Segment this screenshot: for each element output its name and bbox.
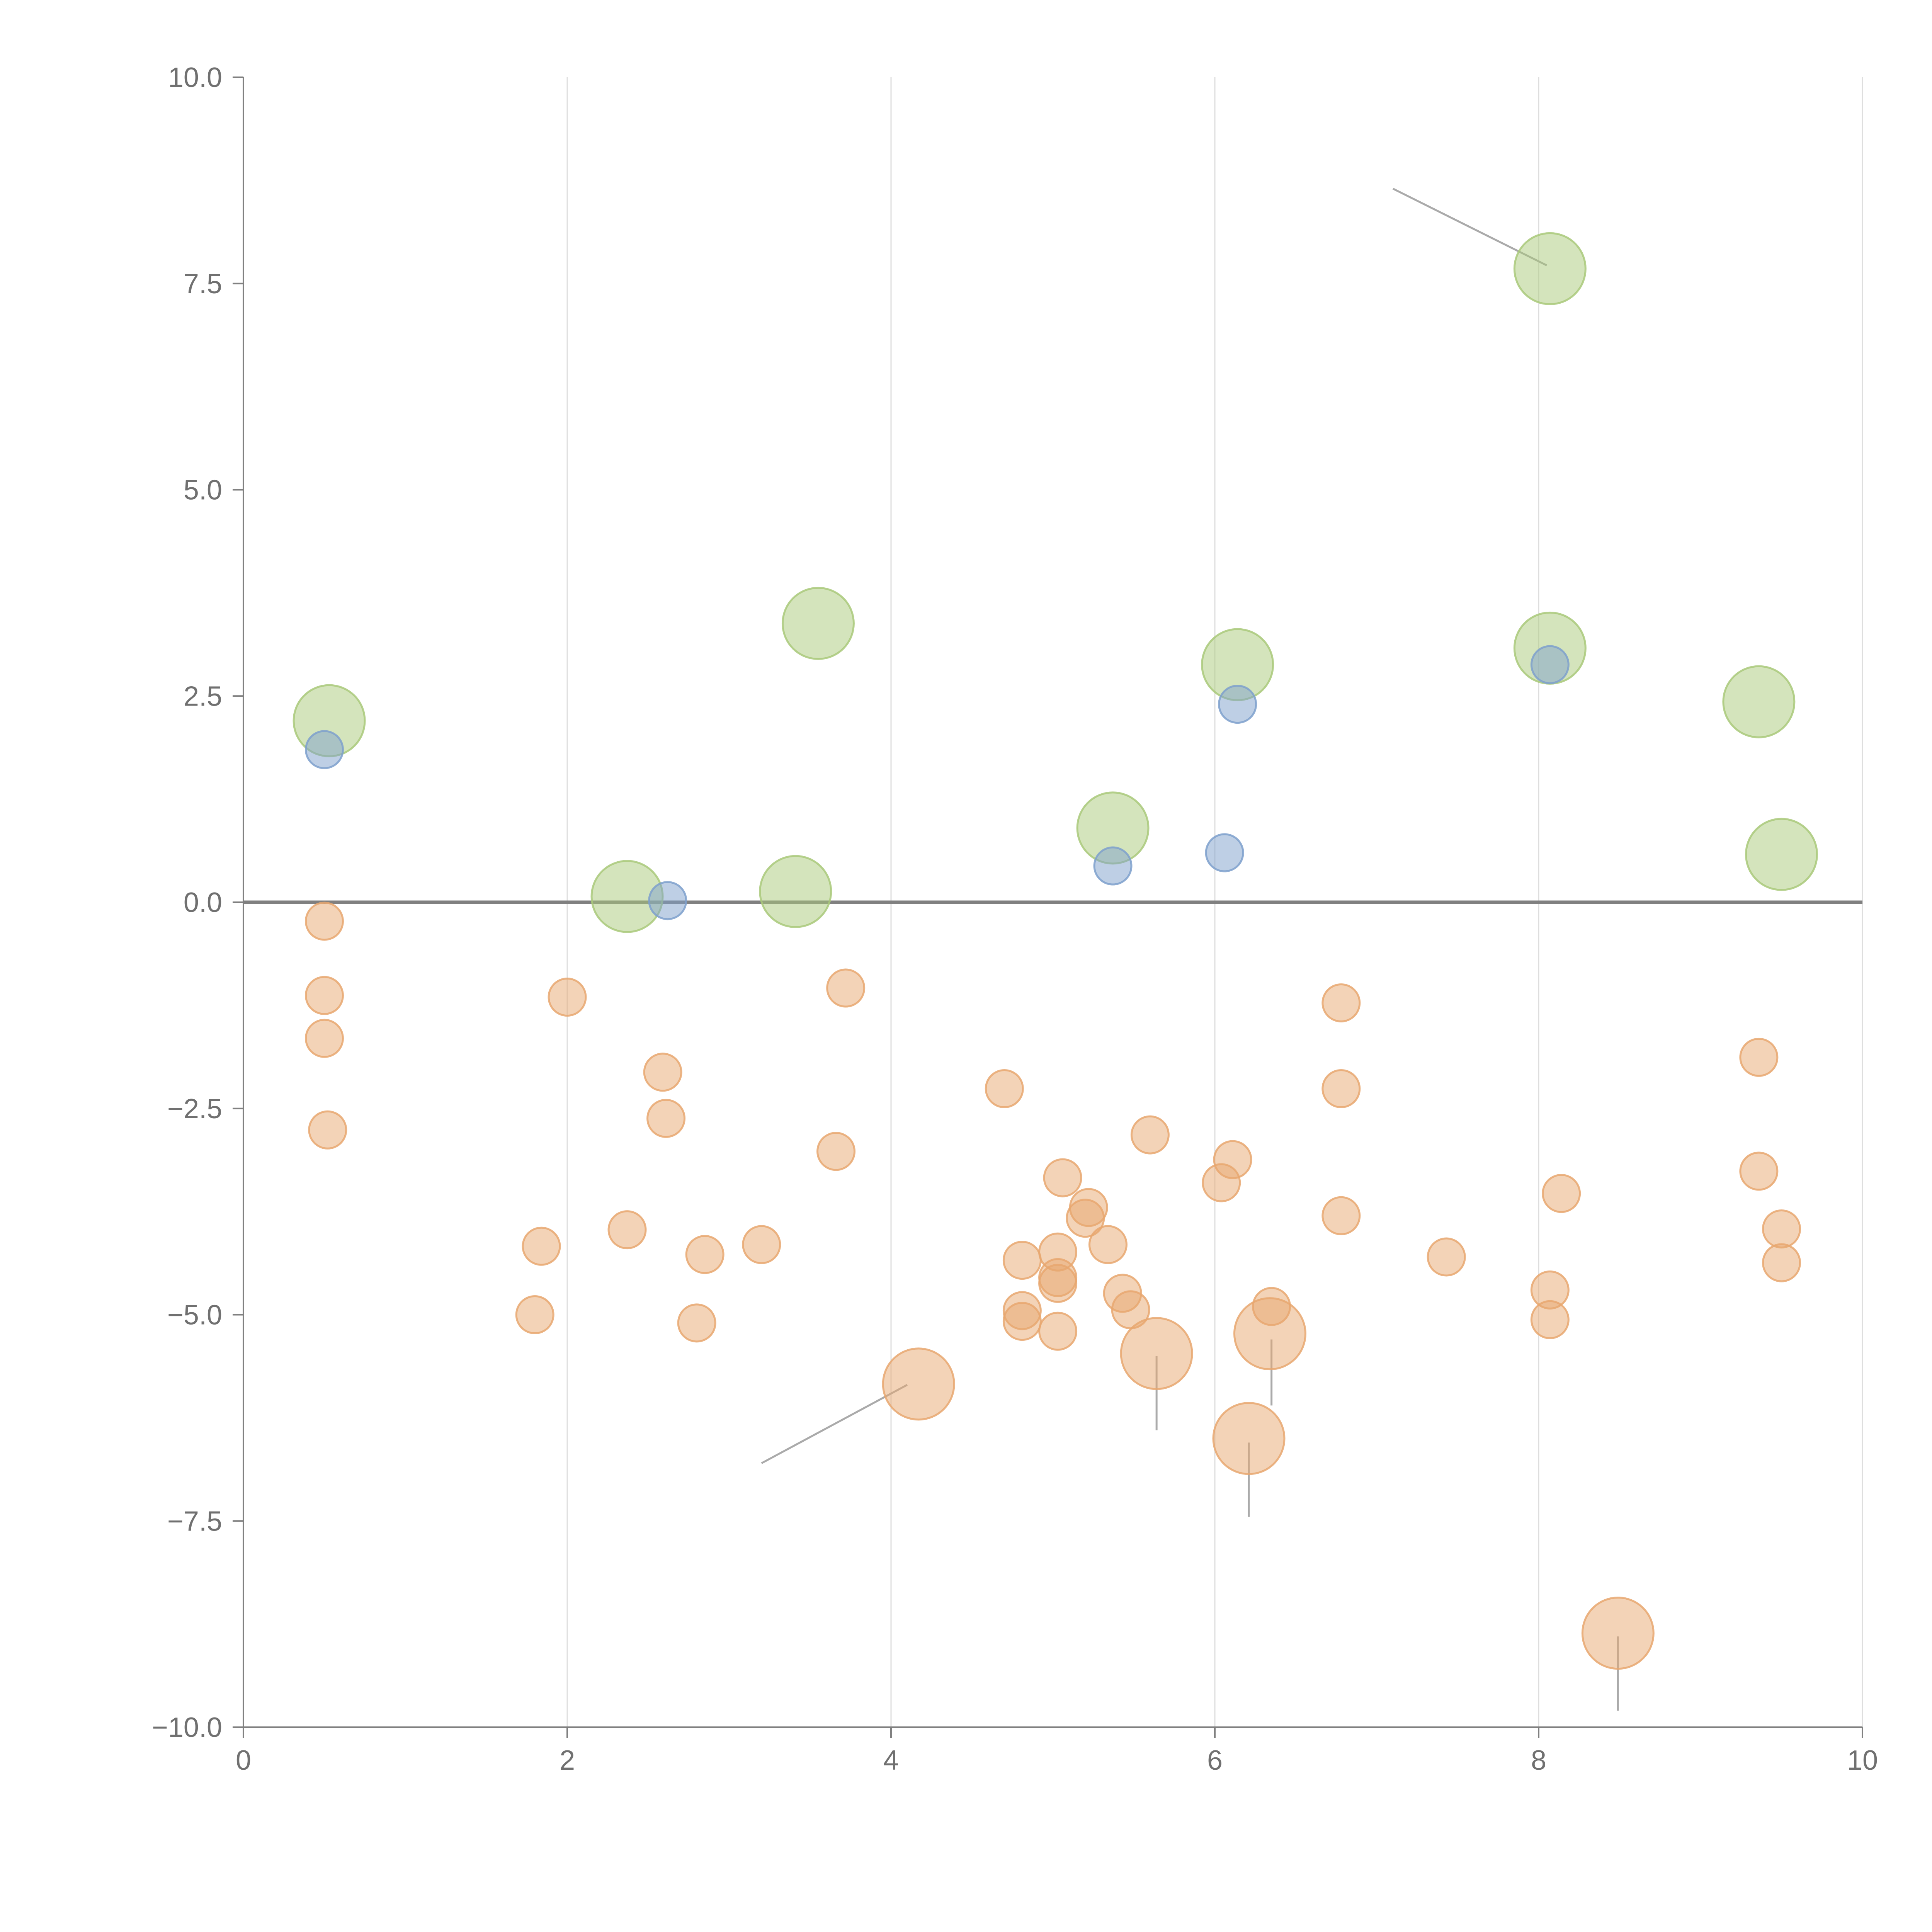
axes: 0 2 4 6 8 10 10.0 7.5 5.0 2.5 0.0 −2.5 −5.0 −7.5 −10.0 (152, 62, 1878, 1776)
point-blue (305, 730, 344, 769)
point-orange (742, 1225, 781, 1264)
y-tick-label: 5.0 (184, 475, 222, 506)
y-tick-label: −7.5 (167, 1506, 222, 1537)
point-orange (1002, 1241, 1042, 1280)
point-orange (1130, 1115, 1170, 1155)
point-orange (1427, 1237, 1466, 1277)
point-green (759, 855, 832, 928)
point-orange-large (1120, 1317, 1193, 1390)
y-tick-label: 0.0 (184, 887, 222, 918)
point-blue (1205, 833, 1244, 872)
point-blue (1093, 846, 1133, 886)
x-tick-label: 2 (560, 1745, 575, 1776)
point-green (1722, 665, 1796, 738)
x-tick-label: 4 (883, 1745, 899, 1776)
point-blue (1218, 685, 1257, 724)
point-orange (1002, 1302, 1042, 1341)
point-orange (1088, 1225, 1128, 1264)
y-tick-label: −5.0 (167, 1300, 222, 1331)
point-orange (1530, 1300, 1570, 1339)
point-orange (677, 1303, 716, 1343)
point-orange-large (1212, 1402, 1286, 1475)
point-blue (1530, 645, 1570, 684)
y-tick-label: −10.0 (152, 1712, 222, 1743)
point-orange-large (882, 1347, 955, 1421)
y-tick-label: 2.5 (184, 681, 222, 712)
point-orange (515, 1295, 554, 1334)
point-green (781, 587, 855, 660)
point-orange (522, 1226, 561, 1266)
point-orange (1111, 1290, 1150, 1330)
point-orange (1542, 1174, 1581, 1213)
point-blue (648, 881, 687, 920)
point-orange (305, 1019, 344, 1058)
point-orange (816, 1132, 856, 1171)
point-orange (826, 968, 866, 1008)
point-orange (985, 1069, 1024, 1109)
point-orange (1252, 1287, 1291, 1326)
point-orange (1038, 1264, 1078, 1303)
y-tick-label: −2.5 (167, 1094, 222, 1124)
point-orange (1739, 1037, 1779, 1077)
point-orange (548, 978, 587, 1017)
y-tick-label: 10.0 (168, 62, 222, 93)
point-orange (607, 1210, 647, 1250)
x-tick-label: 10 (1847, 1745, 1878, 1776)
point-orange (305, 976, 344, 1015)
point-orange (1043, 1158, 1082, 1197)
point-orange (305, 901, 344, 941)
annotation-lines (761, 187, 1784, 1711)
point-orange (1321, 1196, 1361, 1235)
point-orange (1066, 1199, 1105, 1238)
point-green (1745, 818, 1818, 891)
point-orange (685, 1235, 724, 1274)
point-orange (1321, 1069, 1361, 1109)
y-tick-label: 7.5 (184, 269, 222, 299)
point-green (1513, 232, 1587, 305)
point-orange (1762, 1209, 1801, 1248)
point-orange (643, 1053, 682, 1092)
point-orange (1762, 1243, 1801, 1282)
data-points (293, 232, 1818, 1670)
x-tick-label: 8 (1531, 1745, 1546, 1776)
point-orange (1321, 983, 1361, 1022)
annotation-line (761, 1384, 908, 1464)
x-tick-label: 0 (236, 1745, 251, 1776)
point-orange (1213, 1140, 1252, 1179)
point-orange (1038, 1311, 1078, 1351)
point-orange-large (1581, 1597, 1655, 1670)
point-orange (1739, 1151, 1779, 1191)
x-tick-label: 6 (1207, 1745, 1223, 1776)
point-orange (308, 1110, 347, 1150)
point-orange (646, 1099, 686, 1138)
